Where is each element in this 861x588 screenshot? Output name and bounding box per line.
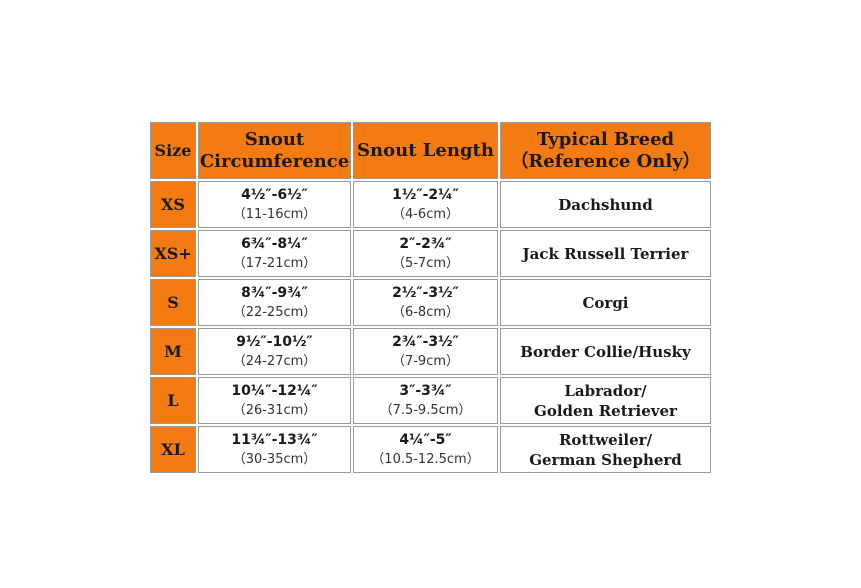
circumference-inches: 11¾″-13¾″ <box>231 431 318 448</box>
length-cell: 4¼″-5″ （10.5-12.5cm） <box>353 426 498 473</box>
circumference-cm: （24-27cm） <box>232 353 317 369</box>
length-cell: 2¾″-3½″ （7-9cm） <box>353 328 498 375</box>
header-size: Size <box>150 122 196 179</box>
length-inches: 2½″-3½″ <box>392 284 459 301</box>
breed-line1: Jack Russell Terrier <box>522 244 689 263</box>
length-inches: 2″-2¾″ <box>399 235 452 252</box>
length-cell: 2½″-3½″ （6-8cm） <box>353 279 498 326</box>
length-cell: 3″-3¾″ （7.5-9.5cm） <box>353 377 498 424</box>
breed-line1: Dachshund <box>558 195 653 214</box>
header-breed-line1: Typical Breed <box>536 128 675 150</box>
table-row: XS+ 6¾″-8¼″ （17-21cm） 2″-2¾″ （5-7cm） Jack Rus… <box>150 230 711 277</box>
length-cell: 2″-2¾″ （5-7cm） <box>353 230 498 277</box>
length-inches: 1½″-2¼″ <box>392 186 459 203</box>
circumference-cm: （22-25cm） <box>232 304 317 320</box>
circumference-inches: 10¼″-12¼″ <box>231 382 318 399</box>
circumference-cm: （26-31cm） <box>232 402 317 418</box>
breed-cell: Rottweiler/German Shepherd <box>500 426 711 473</box>
table-row: L 10¼″-12¼″ （26-31cm） 3″-3¾″ （7.5-9.5cm） Labr… <box>150 377 711 424</box>
table-row: XL 11¾″-13¾″ （30-35cm） 4¼″-5″ （10.5-12.5cm） R… <box>150 426 711 473</box>
table-row: XS 4½″-6½″ （11-16cm） 1½″-2¼″ （4-6cm） Dachshun… <box>150 181 711 228</box>
circumference-cell: 10¼″-12¼″ （26-31cm） <box>198 377 351 424</box>
length-inches: 2¾″-3½″ <box>392 333 459 350</box>
header-length: Snout Length <box>353 122 498 179</box>
header-row: Size Snout Circumference Snout Length Ty… <box>150 122 711 179</box>
length-inches: 3″-3¾″ <box>399 382 452 399</box>
breed-line1: Border Collie/Husky <box>520 342 691 361</box>
breed-line1: Corgi <box>582 293 629 312</box>
table-row: S 8¾″-9¾″ （22-25cm） 2½″-3½″ （6-8cm） Corgi <box>150 279 711 326</box>
length-cm: （4-6cm） <box>391 206 460 222</box>
circumference-inches: 8¾″-9¾″ <box>241 284 308 301</box>
circumference-cm: （30-35cm） <box>232 451 317 467</box>
circumference-cell: 9½″-10½″ （24-27cm） <box>198 328 351 375</box>
size-cell: XL <box>150 426 196 473</box>
header-circumference-label: Snout Circumference <box>199 128 350 172</box>
breed-line1: Labrador/ <box>564 381 647 400</box>
breed-cell: Corgi <box>500 279 711 326</box>
length-cm: （5-7cm） <box>391 255 460 271</box>
circumference-cell: 6¾″-8¼″ （17-21cm） <box>198 230 351 277</box>
circumference-cell: 4½″-6½″ （11-16cm） <box>198 181 351 228</box>
header-circumference: Snout Circumference <box>198 122 351 179</box>
length-cm: （7.5-9.5cm） <box>379 402 472 418</box>
breed-line2: Golden Retriever <box>534 401 677 420</box>
length-inches: 4¼″-5″ <box>399 431 452 448</box>
circumference-cell: 11¾″-13¾″ （30-35cm） <box>198 426 351 473</box>
circumference-cm: （17-21cm） <box>232 255 317 271</box>
size-cell: L <box>150 377 196 424</box>
circumference-inches: 6¾″-8¼″ <box>241 235 308 252</box>
circumference-inches: 9½″-10½″ <box>236 333 313 350</box>
size-cell: S <box>150 279 196 326</box>
circumference-cm: （11-16cm） <box>232 206 317 222</box>
length-cm: （7-9cm） <box>391 353 460 369</box>
breed-cell: Labrador/Golden Retriever <box>500 377 711 424</box>
breed-cell: Jack Russell Terrier <box>500 230 711 277</box>
size-chart-table: Size Snout Circumference Snout Length Ty… <box>148 120 713 475</box>
header-breed-line2: （Reference Only） <box>510 150 701 172</box>
size-cell: M <box>150 328 196 375</box>
breed-cell: Dachshund <box>500 181 711 228</box>
table-row: M 9½″-10½″ （24-27cm） 2¾″-3½″ （7-9cm） Border C… <box>150 328 711 375</box>
circumference-inches: 4½″-6½″ <box>241 186 308 203</box>
length-cm: （10.5-12.5cm） <box>371 451 480 467</box>
size-cell: XS+ <box>150 230 196 277</box>
breed-line2: German Shepherd <box>529 450 682 469</box>
length-cm: （6-8cm） <box>391 304 460 320</box>
breed-line1: Rottweiler/ <box>558 430 653 449</box>
breed-cell: Border Collie/Husky <box>500 328 711 375</box>
length-cell: 1½″-2¼″ （4-6cm） <box>353 181 498 228</box>
header-breed: Typical Breed （Reference Only） <box>500 122 711 179</box>
circumference-cell: 8¾″-9¾″ （22-25cm） <box>198 279 351 326</box>
size-cell: XS <box>150 181 196 228</box>
